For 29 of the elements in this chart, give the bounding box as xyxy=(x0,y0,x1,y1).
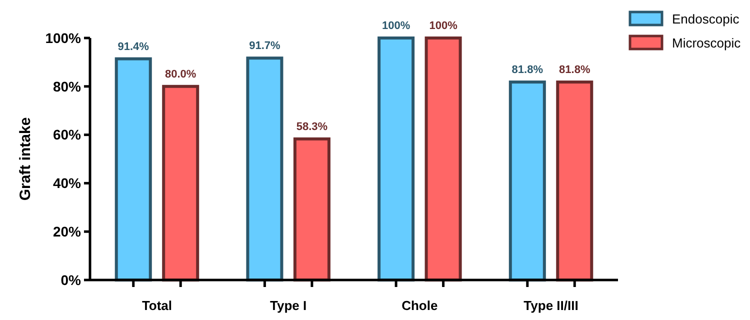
x-tick-label: Type I xyxy=(270,298,307,313)
y-tick-label: 20% xyxy=(52,224,82,240)
x-tick-label: Chole xyxy=(402,298,438,313)
data-label: 81.8% xyxy=(559,64,590,76)
bar xyxy=(246,56,284,282)
bar xyxy=(424,36,462,282)
data-label: 80.0% xyxy=(165,68,196,80)
data-label: 58.3% xyxy=(296,120,328,133)
bar xyxy=(556,80,594,282)
bar xyxy=(114,57,152,282)
data-label: 100% xyxy=(429,20,458,32)
y-tick-label: 100% xyxy=(45,30,82,46)
y-tick-label: 40% xyxy=(52,175,82,192)
bar xyxy=(162,84,200,282)
data-label: 91.4% xyxy=(118,40,150,53)
y-tick-label: 0% xyxy=(60,272,82,288)
y-tick-label: 80% xyxy=(52,78,82,94)
legend-label: Endoscopic xyxy=(672,12,740,27)
bar xyxy=(508,80,546,282)
y-tick-label: 60% xyxy=(52,126,82,143)
y-axis-title: Graft intake xyxy=(17,117,34,201)
bar xyxy=(293,137,330,282)
x-tick-label: Type II/III xyxy=(524,298,578,313)
legend-label: Microscopic xyxy=(672,36,742,51)
bar xyxy=(378,36,415,282)
data-label: 81.8% xyxy=(512,64,544,76)
x-tick-label: Total xyxy=(142,298,172,313)
data-label: 100% xyxy=(382,20,410,32)
data-label: 91.7% xyxy=(249,40,281,52)
